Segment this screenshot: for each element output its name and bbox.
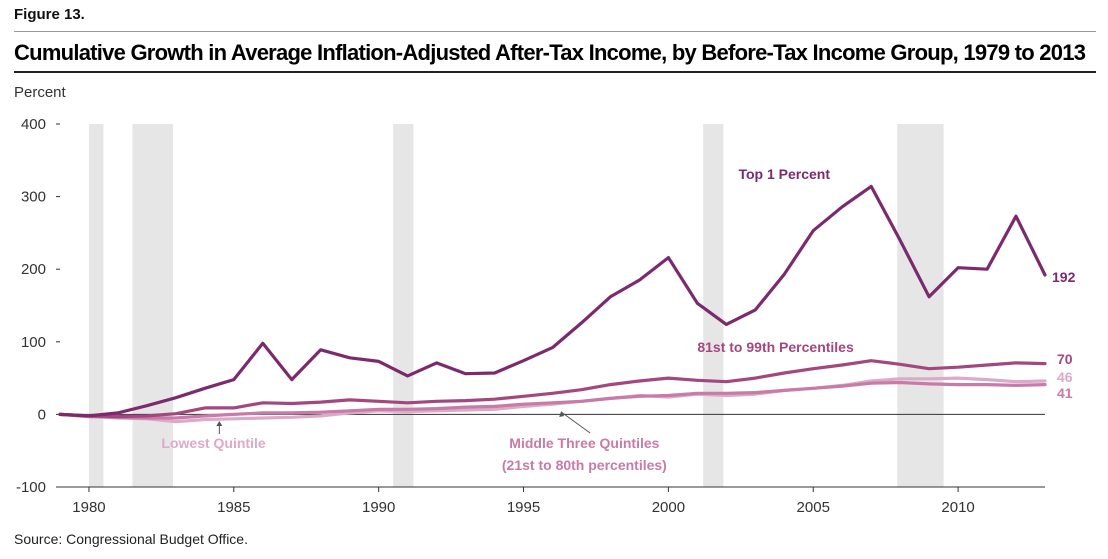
- end-label-p81-99: 70: [1057, 351, 1073, 367]
- series-label-lowest: Lowest Quintile: [161, 435, 265, 451]
- leader-arrow-middle: [559, 411, 565, 417]
- recession-bands: [88, 124, 944, 487]
- recession-band: [393, 124, 414, 487]
- series-line-p81_99: [58, 359, 1047, 419]
- x-tick-label: 2005: [797, 499, 830, 516]
- chart-title: Cumulative Growth in Average Inflation-A…: [14, 40, 1086, 65]
- line-chart: 400 300 200 100 0 -100 1980 1985 1990 1995 2000 20…: [14, 84, 1076, 516]
- figure-label: Figure 13.: [14, 6, 85, 23]
- end-label-lowest: 46: [1057, 369, 1073, 385]
- recession-band: [88, 124, 104, 487]
- x-tick-label: 2010: [941, 499, 974, 516]
- y-tick-label: 0: [38, 406, 46, 423]
- x-tick-label: 1980: [72, 499, 105, 516]
- x-tick-label: 1995: [507, 499, 540, 516]
- top-rule: [14, 31, 1096, 32]
- recession-band: [703, 124, 724, 487]
- x-axis: 1980 1985 1990 1995 2000 2005 2010: [72, 487, 975, 516]
- y-tick-label: 400: [21, 116, 46, 133]
- end-label-top1: 192: [1052, 269, 1076, 285]
- source-note: Source: Congressional Budget Office.: [14, 531, 248, 547]
- leader-line-middle: [560, 411, 591, 434]
- y-tick-label: -100: [16, 479, 46, 496]
- y-tick-label: 200: [21, 261, 46, 278]
- x-tick-label: 1990: [362, 499, 395, 516]
- x-tick-label: 2000: [652, 499, 685, 516]
- y-tick-label: 300: [21, 189, 46, 206]
- series-line-top1: [58, 184, 1047, 418]
- series-label-middle: Middle Three Quintiles: [509, 435, 659, 451]
- series-label-p81-99: 81st to 99th Percentiles: [697, 339, 854, 355]
- y-tick-label: 100: [21, 334, 46, 351]
- leader-arrow-lowest: [216, 421, 223, 426]
- x-tick-label: 1985: [217, 499, 250, 516]
- series-lines: [58, 184, 1047, 424]
- recession-band: [132, 124, 173, 487]
- y-axis: 400 300 200 100 0 -100: [16, 116, 60, 496]
- series-label-middle-sub: (21st to 80th percentiles): [502, 457, 667, 473]
- series-label-top1: Top 1 Percent: [738, 166, 830, 182]
- series-line-middle: [58, 380, 1047, 420]
- recession-band: [897, 124, 944, 487]
- title-rule: [14, 71, 1096, 73]
- y-axis-label: Percent: [14, 84, 67, 101]
- end-label-middle: 41: [1057, 385, 1073, 401]
